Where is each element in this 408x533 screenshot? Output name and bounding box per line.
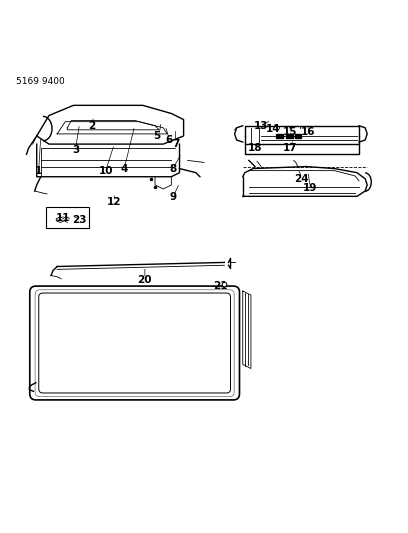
Text: 2: 2 <box>88 121 95 131</box>
Bar <box>276 134 283 138</box>
FancyBboxPatch shape <box>46 207 89 228</box>
Text: 19: 19 <box>303 183 317 193</box>
Text: 23: 23 <box>72 215 87 225</box>
Text: 17: 17 <box>282 143 297 153</box>
Text: 24: 24 <box>295 174 309 184</box>
Text: 11: 11 <box>56 213 71 223</box>
Polygon shape <box>243 291 251 368</box>
Text: 22: 22 <box>123 353 138 364</box>
Text: 1: 1 <box>35 166 42 175</box>
Bar <box>286 134 293 138</box>
Text: 4: 4 <box>121 164 128 174</box>
Text: 21: 21 <box>213 281 228 291</box>
Text: 8: 8 <box>170 164 177 174</box>
Text: 6: 6 <box>166 135 173 145</box>
Text: 16: 16 <box>301 127 315 137</box>
Text: 12: 12 <box>107 197 122 207</box>
Text: 15: 15 <box>282 127 297 137</box>
FancyBboxPatch shape <box>30 286 239 400</box>
FancyBboxPatch shape <box>39 293 231 393</box>
Bar <box>295 134 301 138</box>
Text: 13: 13 <box>254 121 268 131</box>
Text: 10: 10 <box>99 166 113 175</box>
Text: 5: 5 <box>153 131 161 141</box>
Text: 7: 7 <box>172 139 179 149</box>
Text: 5169 9400: 5169 9400 <box>16 77 65 86</box>
Text: 18: 18 <box>248 143 262 153</box>
Text: 3: 3 <box>72 145 79 155</box>
Text: 20: 20 <box>137 274 152 285</box>
Text: 9: 9 <box>170 192 177 202</box>
Text: 14: 14 <box>266 124 281 134</box>
